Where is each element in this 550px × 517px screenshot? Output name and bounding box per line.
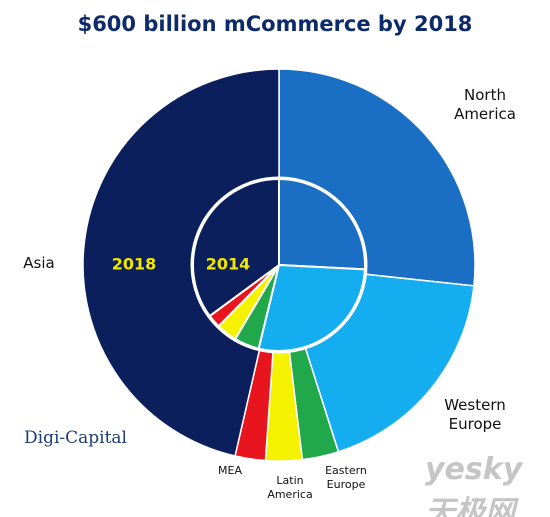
category-label: Western Europe <box>444 396 506 433</box>
slice <box>192 177 280 318</box>
slice <box>257 263 366 352</box>
watermark: yesky 天极网 <box>425 452 523 517</box>
source-brand: Digi-Capital <box>24 428 127 448</box>
slice <box>278 177 366 271</box>
chart-title: $600 billion mCommerce by 2018 <box>77 12 473 36</box>
slice <box>82 68 280 457</box>
category-label: Eastern Europe <box>325 464 367 491</box>
series-label: 2018 <box>112 255 157 274</box>
category-label: MEA <box>218 464 242 477</box>
category-label: North America <box>454 86 516 123</box>
category-label: Asia <box>23 254 55 272</box>
series-label: 2014 <box>206 255 251 274</box>
category-label: Latin America <box>267 474 313 501</box>
